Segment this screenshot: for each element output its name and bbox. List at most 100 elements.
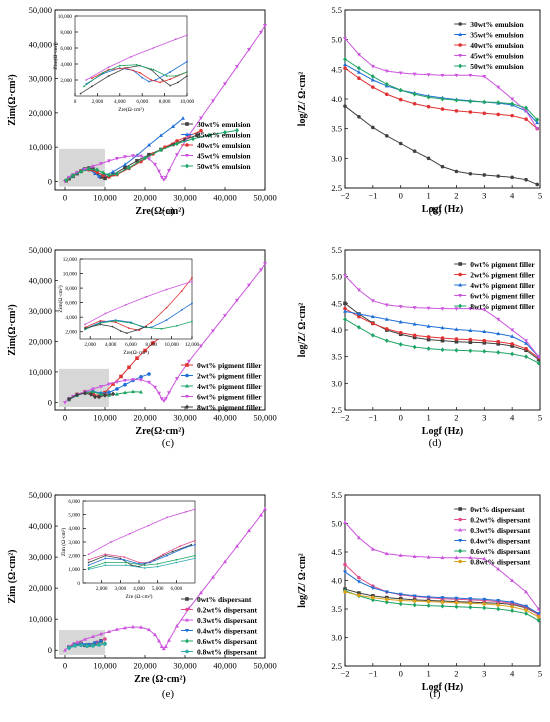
legend-marker: [458, 294, 463, 298]
data-point: [398, 97, 403, 102]
data-point: [343, 274, 347, 278]
data-point: [454, 109, 459, 113]
inset-point: [110, 541, 112, 543]
series-30wt-emulsion: [343, 104, 540, 187]
y-tick-label: 8,000: [60, 30, 72, 36]
inset-curve: [84, 320, 193, 330]
inset-c: 2,000 4,000 6,000 8,000 10,000 12,000 2,000 4,0…: [57, 257, 200, 356]
data-point: [115, 387, 119, 391]
legend-marker: [458, 559, 463, 564]
data-point: [398, 598, 403, 603]
data-point: [167, 169, 171, 173]
x-tick-label: 50,000: [253, 661, 276, 671]
data-point: [357, 115, 361, 119]
data-point: [496, 317, 501, 322]
inset-point: [180, 309, 183, 311]
data-point: [343, 301, 347, 306]
legend-label: 0.3wt% dispersant: [470, 526, 531, 535]
chart-a: 0 10,000 20,000 30,000 40,000 50,000 0 10,000 20…: [7, 5, 277, 217]
x-tick-label: 10,000: [93, 661, 116, 671]
x-tick-label: 0: [63, 661, 67, 671]
data-point: [510, 604, 514, 609]
inset-point: [104, 557, 107, 560]
inset-point: [194, 543, 196, 546]
data-point: [159, 133, 163, 137]
legend-label: 4wt% pigment filler: [470, 281, 535, 290]
data-point: [468, 307, 473, 311]
data-point: [91, 634, 95, 639]
data-point: [510, 578, 515, 582]
data-point: [524, 109, 529, 114]
legend-marker: [458, 272, 463, 277]
data-point: [384, 599, 389, 605]
data-point: [175, 141, 179, 147]
data-point: [259, 268, 263, 272]
inset-curve: [84, 281, 193, 325]
data-point: [356, 580, 361, 584]
inset-point: [104, 553, 107, 556]
data-point: [119, 374, 123, 379]
data-point: [412, 344, 417, 350]
series-line: [65, 129, 238, 181]
data-point: [91, 392, 95, 396]
inset-point: [169, 84, 172, 87]
series-line: [344, 105, 538, 185]
series-0-8wt-dispersant: [343, 590, 541, 619]
data-point: [482, 341, 487, 345]
legend-label: 45wt% emulsion: [470, 51, 524, 60]
legend-label: 50wt% emulsion: [197, 162, 251, 171]
inset-curve: [86, 34, 188, 81]
legend-marker: [185, 383, 189, 388]
data-point: [370, 299, 375, 303]
inset-point: [104, 554, 107, 557]
y-tick-label: 8,000: [65, 286, 77, 292]
inset-point: [174, 38, 177, 41]
data-point: [99, 385, 103, 389]
data-point: [426, 337, 431, 342]
x-tick-label: 5,000: [152, 586, 164, 592]
data-point: [356, 535, 361, 540]
inset-point: [150, 321, 153, 324]
y-tick-label: 30,000: [29, 552, 52, 562]
inset-point: [186, 75, 188, 77]
inset-point: [107, 66, 110, 69]
data-point: [131, 624, 135, 629]
x-tick-label: −1: [368, 191, 377, 201]
data-point: [412, 72, 417, 77]
data-point: [412, 554, 417, 558]
inset-point: [162, 553, 165, 556]
data-point: [482, 605, 487, 611]
legend-label: 8wt% pigment filler: [470, 302, 535, 311]
data-point: [357, 593, 361, 598]
y-tick-label: 2.5: [331, 405, 342, 415]
data-point: [211, 329, 215, 333]
data-point: [510, 344, 514, 348]
legend-marker: [185, 163, 189, 169]
data-point: [496, 342, 501, 346]
data-point: [468, 99, 473, 104]
data-point: [496, 339, 501, 344]
data-point: [163, 175, 168, 180]
inset-point: [87, 567, 90, 569]
data-point: [370, 314, 375, 319]
data-point: [384, 81, 389, 87]
y-tick-label: 2.5: [331, 661, 342, 671]
x-tick-label: 0: [399, 413, 403, 423]
data-point: [496, 85, 501, 90]
x-tick-label: 12,000: [185, 342, 200, 348]
series-8wt-pigment-filler: [343, 316, 541, 366]
data-point: [107, 629, 111, 634]
data-point: [93, 394, 97, 400]
data-point: [370, 546, 375, 551]
x-tick-label: 4,000: [133, 586, 145, 592]
y-axis-label: Zim (Ω·cm²): [7, 549, 18, 603]
data-point: [356, 324, 361, 330]
data-point: [153, 632, 157, 637]
y-tick-label: 4,000: [68, 526, 80, 532]
data-point: [135, 356, 139, 360]
inset-point: [128, 532, 131, 535]
inset-point: [87, 568, 90, 571]
x-tick-label: 4,000: [105, 342, 117, 348]
data-point: [398, 141, 403, 146]
inset-y-axis-label: Zim(Ω·cm²): [52, 42, 59, 69]
